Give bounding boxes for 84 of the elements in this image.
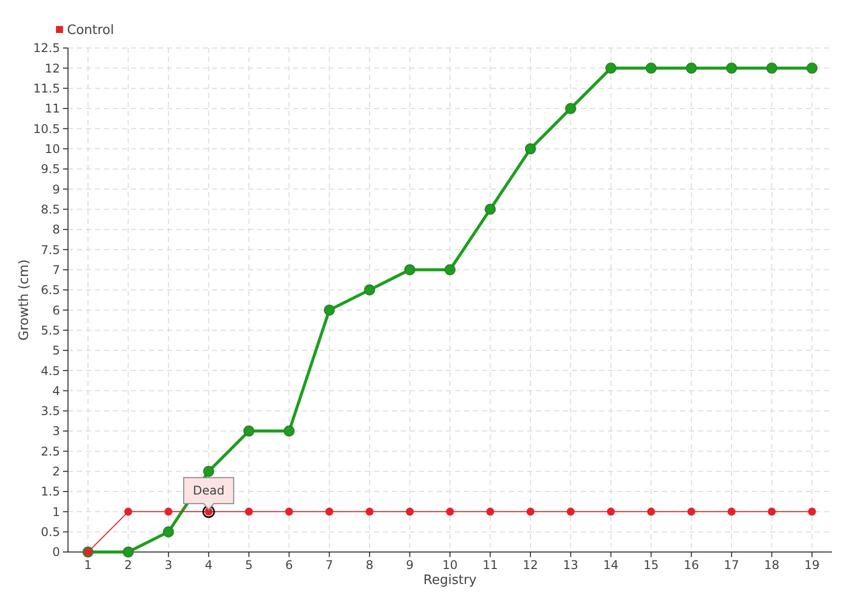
y-axis-title: Growth (cm) xyxy=(17,259,32,341)
point xyxy=(122,546,134,558)
x-tick-label: 7 xyxy=(326,558,334,572)
x-tick-label: 14 xyxy=(603,558,619,572)
x-tick-label: 17 xyxy=(724,558,740,572)
y-tick-label: 1 xyxy=(52,504,60,519)
point xyxy=(686,62,697,74)
y-tick-label: 7.5 xyxy=(40,242,60,257)
point xyxy=(806,62,818,74)
y-tick-label: 10 xyxy=(44,142,60,156)
point xyxy=(162,526,174,538)
point xyxy=(486,508,494,516)
x-tick-label: 1 xyxy=(84,558,92,572)
x-tick-label: 5 xyxy=(245,558,253,572)
y-tick-label: 12.5 xyxy=(33,41,60,56)
y-tick-label: 6.5 xyxy=(40,283,60,298)
x-tick-label: 6 xyxy=(285,558,293,572)
point xyxy=(325,508,334,516)
point xyxy=(124,508,132,516)
x-tick-label: 8 xyxy=(366,558,374,572)
point xyxy=(366,508,374,516)
y-tick-label: 12 xyxy=(44,61,60,76)
y-tick-label: 2.5 xyxy=(40,444,60,458)
x-axis-title: Registry xyxy=(423,573,477,588)
x-tick-label: 12 xyxy=(522,558,538,572)
point xyxy=(404,264,416,276)
x-tick-label: 10 xyxy=(442,558,458,572)
x-tick-label: 19 xyxy=(804,558,820,572)
point xyxy=(646,62,657,74)
point xyxy=(446,508,454,516)
x-tick-label: 15 xyxy=(643,558,659,572)
point xyxy=(728,508,736,516)
x-tick-label: 11 xyxy=(482,558,498,572)
point xyxy=(808,508,816,516)
point xyxy=(364,284,376,296)
point xyxy=(243,426,254,437)
y-tick-label: 0.5 xyxy=(40,525,60,540)
y-tick-label: 3 xyxy=(52,424,60,438)
point xyxy=(524,143,536,154)
point xyxy=(526,508,534,516)
y-tick-label: 4 xyxy=(52,384,60,398)
x-tick-label: 9 xyxy=(406,558,414,572)
y-tick-label: 8.5 xyxy=(40,202,60,216)
point xyxy=(444,264,456,276)
y-tick-label: 0 xyxy=(52,545,60,560)
y-tick-label: 3.5 xyxy=(40,404,60,418)
point xyxy=(484,204,496,215)
point xyxy=(726,62,738,74)
point xyxy=(324,304,335,316)
y-tick-label: 9 xyxy=(52,182,60,196)
point xyxy=(687,508,696,516)
point xyxy=(566,508,575,516)
y-tick-label: 8 xyxy=(52,222,60,237)
x-tick-label: 13 xyxy=(563,558,578,572)
y-tick-label: 2 xyxy=(52,464,60,479)
point xyxy=(768,508,776,516)
point xyxy=(203,466,214,477)
y-tick-label: 9.5 xyxy=(40,162,60,176)
x-tick-label: 18 xyxy=(764,558,780,572)
point xyxy=(406,508,414,516)
point xyxy=(565,102,576,114)
y-tick-label: 1.5 xyxy=(40,484,60,499)
point xyxy=(605,62,616,74)
point xyxy=(766,62,778,74)
y-tick-label: 11 xyxy=(44,102,60,116)
x-tick-label: 2 xyxy=(124,558,132,572)
point xyxy=(285,508,294,516)
point xyxy=(647,508,656,516)
y-tick-label: 5 xyxy=(52,344,60,358)
point xyxy=(606,508,615,516)
legend-label: Control xyxy=(67,23,114,38)
x-tick-label: 4 xyxy=(204,558,212,572)
y-tick-label: 7 xyxy=(52,262,60,277)
point xyxy=(164,508,172,516)
y-tick-label: 6 xyxy=(52,303,60,318)
point xyxy=(284,426,295,437)
x-tick-label: 16 xyxy=(684,558,699,572)
y-tick-label: 11.5 xyxy=(33,82,60,96)
y-tick-label: 4.5 xyxy=(40,364,60,378)
x-tick-label: 3 xyxy=(164,558,172,572)
y-tick-label: 10.5 xyxy=(33,122,60,136)
point xyxy=(244,508,253,516)
y-tick-label: 5.5 xyxy=(40,323,60,338)
annotation: Dead xyxy=(192,484,224,498)
